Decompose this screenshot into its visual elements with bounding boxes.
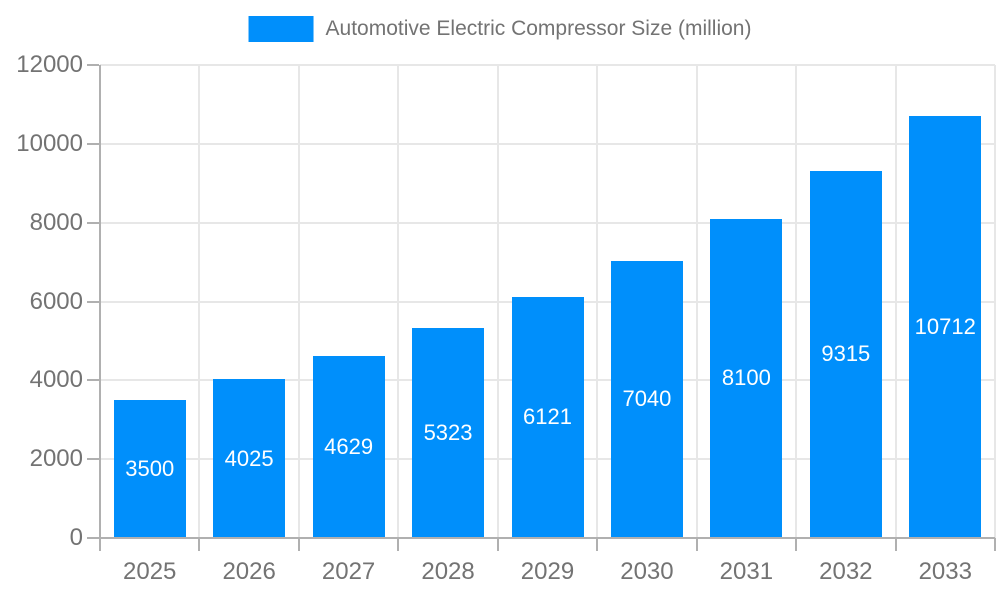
bar[interactable] xyxy=(312,355,385,538)
bar[interactable] xyxy=(610,260,683,538)
bar-value-label: 4025 xyxy=(224,445,274,471)
x-tick-label: 2027 xyxy=(321,558,376,585)
gridline-v xyxy=(994,65,996,538)
y-axis-tick xyxy=(87,458,99,461)
x-axis-tick xyxy=(695,538,698,551)
bar-value-label: 9315 xyxy=(821,341,871,367)
legend-label: Automotive Electric Compressor Size (mil… xyxy=(325,17,752,40)
y-tick-label: 4000 xyxy=(29,366,83,394)
bar[interactable] xyxy=(710,218,783,538)
bar-value-label: 4629 xyxy=(324,433,374,459)
bar[interactable] xyxy=(412,328,485,538)
bar-value-label: 7040 xyxy=(622,386,672,412)
x-axis-tick xyxy=(795,538,798,551)
x-axis-tick xyxy=(99,538,101,551)
x-tick-label: 2025 xyxy=(123,558,177,585)
y-tick-label: 8000 xyxy=(29,208,83,236)
legend-swatch-icon xyxy=(248,16,314,42)
gridline-v xyxy=(198,65,201,538)
y-axis-tick xyxy=(87,379,99,382)
bar[interactable] xyxy=(213,379,286,538)
y-axis-tick xyxy=(87,221,99,224)
x-axis-tick xyxy=(297,538,300,551)
x-tick-label: 2029 xyxy=(520,558,575,585)
gridline-v xyxy=(695,65,698,538)
gridline-v xyxy=(496,65,499,538)
y-tick-label: 0 xyxy=(69,524,83,551)
x-axis-tick xyxy=(994,538,996,551)
bar[interactable] xyxy=(511,296,584,538)
y-tick-label: 2000 xyxy=(29,445,83,473)
gridline-v xyxy=(894,65,897,538)
y-axis-tick xyxy=(87,537,99,539)
x-tick-label: 2031 xyxy=(719,558,774,585)
bar[interactable] xyxy=(809,170,882,538)
gridline-h xyxy=(100,142,995,145)
x-tick-label: 2033 xyxy=(918,558,972,585)
x-axis-line xyxy=(99,537,995,539)
y-tick-label: 6000 xyxy=(29,287,83,315)
bar[interactable] xyxy=(113,400,186,538)
gridline-v xyxy=(596,65,599,538)
x-axis-tick xyxy=(397,538,400,551)
bar-value-label: 10712 xyxy=(914,313,976,339)
x-tick-label: 2026 xyxy=(222,558,276,585)
legend[interactable]: Automotive Electric Compressor Size (mil… xyxy=(248,16,752,42)
x-axis-tick xyxy=(198,538,201,551)
bar-value-label: 5323 xyxy=(423,420,473,446)
x-tick-label: 2028 xyxy=(421,558,475,585)
bar-value-label: 6121 xyxy=(523,404,572,430)
bar-value-label: 3500 xyxy=(125,456,175,482)
y-axis-tick xyxy=(87,142,99,145)
y-tick-label: 10000 xyxy=(16,129,83,157)
gridline-h xyxy=(100,64,995,66)
x-tick-label: 2030 xyxy=(620,558,674,585)
x-axis-tick xyxy=(596,538,599,551)
y-axis-tick xyxy=(87,64,99,66)
x-axis-tick xyxy=(496,538,499,551)
gridline-v xyxy=(297,65,300,538)
x-tick-label: 2032 xyxy=(819,558,873,585)
gridline-h xyxy=(100,221,995,224)
x-axis-tick xyxy=(894,538,897,551)
y-axis-line xyxy=(99,65,101,551)
gridline-v xyxy=(397,65,400,538)
bar-value-label: 8100 xyxy=(721,365,771,391)
gridline-v xyxy=(795,65,798,538)
bar[interactable] xyxy=(909,115,982,538)
y-tick-label: 12000 xyxy=(16,51,83,78)
y-axis-tick xyxy=(87,300,99,303)
